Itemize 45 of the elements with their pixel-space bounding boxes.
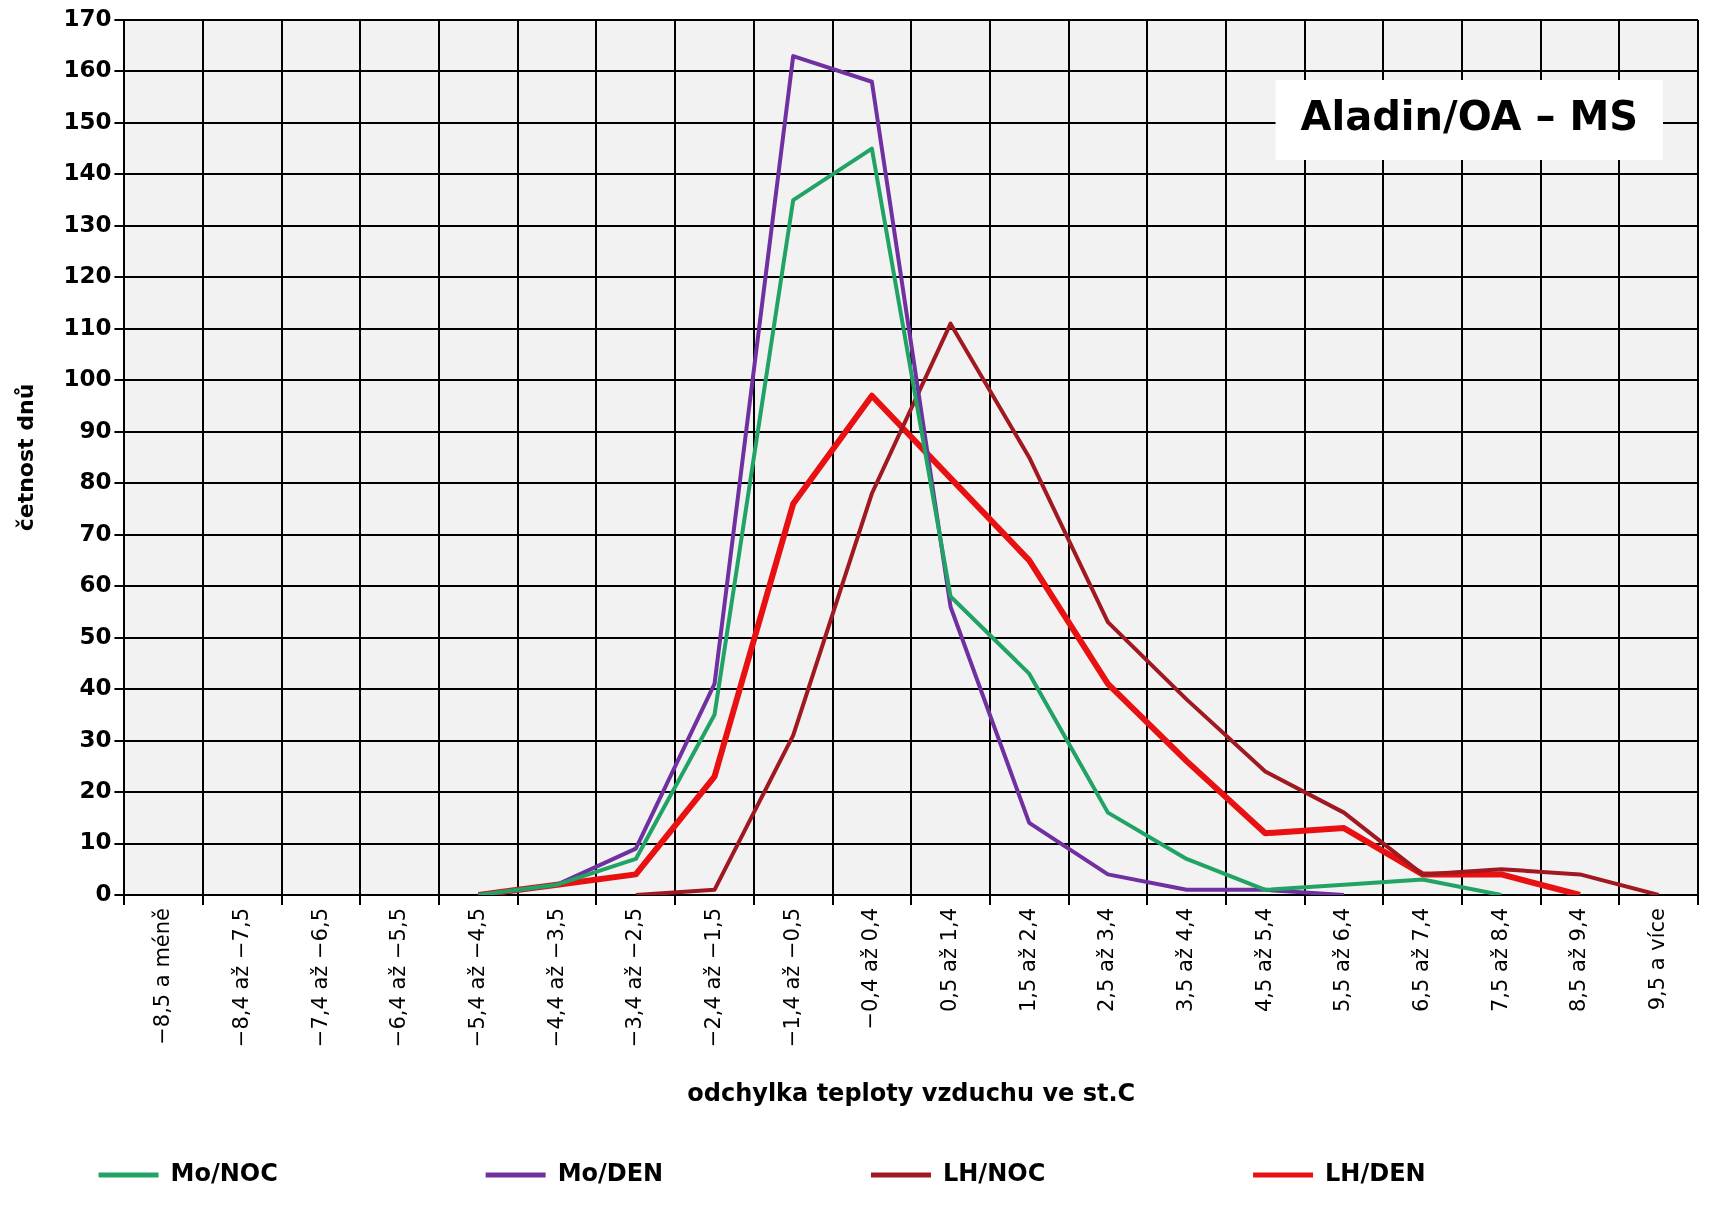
y-tick-label: 130 [63,210,112,237]
y-axis-title: četnost dnů [12,383,38,532]
x-tick-label: 3,5 až 4,4 [1173,907,1198,1013]
y-tick-label: 170 [63,4,112,31]
y-tick-label: 70 [79,519,112,546]
legend-label: Mo/NOC [170,1159,462,1188]
legend-label: LH/DEN [1325,1159,1610,1188]
y-tick-label: 60 [79,571,112,598]
y-tick-label: 10 [79,828,112,855]
x-tick-label: 8,5 až 9,4 [1566,907,1591,1013]
x-tick-label: −3,4 až −2,5 [622,907,647,1048]
y-tick-label: 50 [79,622,112,649]
x-tick-label: 2,5 až 3,4 [1094,907,1119,1013]
y-tick-label: 110 [63,313,112,340]
x-tick-label: 7,5 až 8,4 [1487,907,1512,1013]
x-tick-label: 9,5 a více [1645,907,1670,1011]
x-tick-label: −4,4 až −3,5 [543,907,568,1048]
y-tick-label: 20 [79,777,112,803]
y-tick-label: 40 [79,674,112,701]
x-tick-label: −5,4 až −4,5 [464,907,489,1048]
y-tick-label: 140 [63,159,112,186]
x-tick-label: 5,5 až 6,4 [1330,907,1355,1013]
x-tick-label: 6,5 až 7,4 [1409,907,1434,1013]
y-tick-label: 0 [95,879,112,906]
x-tick-label: −7,4 až −6,5 [307,907,332,1048]
y-tick-label: 80 [79,468,112,495]
x-tick-label: 4,5 až 5,4 [1251,907,1276,1013]
y-tick-label: 120 [63,262,112,289]
y-tick-label: 160 [63,56,112,83]
x-tick-label: −1,4 až −0,5 [779,907,804,1048]
y-tick-label: 30 [79,725,112,752]
x-tick-label: −6,4 až −5,5 [386,907,411,1048]
x-tick-label: 1,5 až 2,4 [1015,907,1040,1013]
y-tick-label: 100 [63,365,112,392]
text: Aladin/OA – MS [1300,93,1639,140]
x-tick-label: −0,4 až 0,4 [858,907,883,1030]
x-axis-title: odchylka teploty vzduchu ve st.C [687,1078,1136,1107]
x-tick-label: −2,4 až −1,5 [700,907,725,1048]
y-tick-label: 150 [63,107,112,134]
legend-label: LH/NOC [942,1159,1230,1188]
x-tick-label: −8,5 a méně [150,907,175,1045]
y-tick-label: 90 [79,416,112,443]
x-tick-label: −8,4 až −7,5 [228,907,253,1048]
x-tick-label: 0,5 až 1,4 [937,907,961,1013]
legend-label: Mo/DEN [557,1159,847,1188]
